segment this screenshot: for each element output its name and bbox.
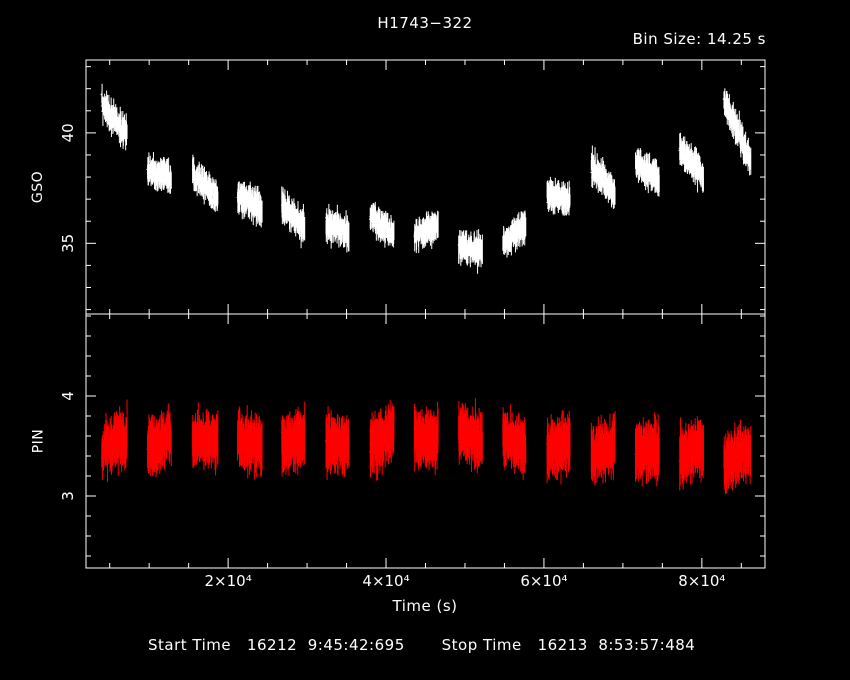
x-tick-label: 4×10⁴ [362, 572, 409, 590]
x-tick-label: 8×10⁴ [678, 572, 725, 590]
x-tick-label: 2×10⁴ [205, 572, 252, 590]
y-tick-label: 40 [59, 123, 77, 142]
bin-size-label: Bin Size: 14.25 s [632, 30, 766, 48]
start-time-value: 16212 9:45:42:695 [246, 636, 405, 654]
time-range-footer: Start Time 16212 9:45:42:695 Stop Time 1… [148, 636, 695, 654]
panel-gso: 35 40 [59, 59, 766, 315]
stop-time-label: Stop Time [441, 636, 522, 654]
panel-pin: 3 4 2×10⁴ 4×10⁴ 6×10⁴ 8×10⁴ [59, 313, 766, 590]
x-axis-label: Time (s) [392, 597, 458, 615]
x-tick-label: 6×10⁴ [520, 572, 567, 590]
panel-frame [85, 59, 766, 315]
y-axis-label-pin: PIN [29, 428, 46, 454]
y-axis-label-gso: GSO [30, 170, 47, 204]
chart-title: H1743−322 [377, 14, 473, 32]
y-tick-label: 4 [59, 391, 77, 401]
y-tick-label: 35 [59, 234, 77, 253]
series-pin [100, 397, 752, 494]
y-tick-label: 3 [59, 491, 77, 501]
stop-time-value: 16213 8:53:57:484 [537, 636, 696, 654]
start-time-label: Start Time [148, 636, 232, 654]
series-gso [100, 83, 752, 274]
